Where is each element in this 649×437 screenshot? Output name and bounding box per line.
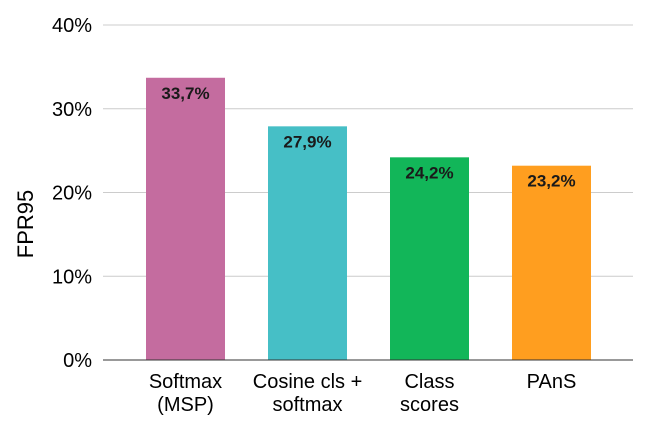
x-category-label: Class [404, 371, 454, 393]
bar-data-label: 27,9% [283, 132, 331, 151]
y-axis-label: FPR95 [13, 190, 38, 258]
x-category-label: Cosine cls + [253, 371, 363, 393]
bars [146, 77, 591, 361]
x-axis-categories: Softmax(MSP) Cosine cls +softmax Classscor… [149, 371, 577, 416]
y-tick-label: 30% [52, 99, 92, 121]
x-category-label: (MSP) [157, 394, 214, 416]
bar-data-label: 24,2% [405, 163, 453, 182]
x-category-label: PAnS [527, 371, 577, 393]
x-category-label: scores [400, 394, 459, 416]
x-category-label: Softmax [149, 371, 222, 393]
bar-data-label: 33,7% [161, 84, 209, 103]
bar-data-label: 23,2% [527, 172, 575, 191]
bar [146, 77, 225, 360]
bar [512, 165, 591, 360]
x-category-label: softmax [272, 394, 342, 416]
y-axis-ticks: 0% 10% 20% 30% 40% [52, 15, 92, 372]
y-tick-label: 20% [52, 183, 92, 205]
bar [390, 157, 469, 360]
y-tick-label: 10% [52, 266, 92, 288]
bar [268, 126, 347, 361]
y-tick-label: 40% [52, 15, 92, 37]
data-labels: 33,7% 27,9% 24,2% 23,2% [161, 84, 575, 191]
y-tick-label: 0% [63, 350, 92, 372]
